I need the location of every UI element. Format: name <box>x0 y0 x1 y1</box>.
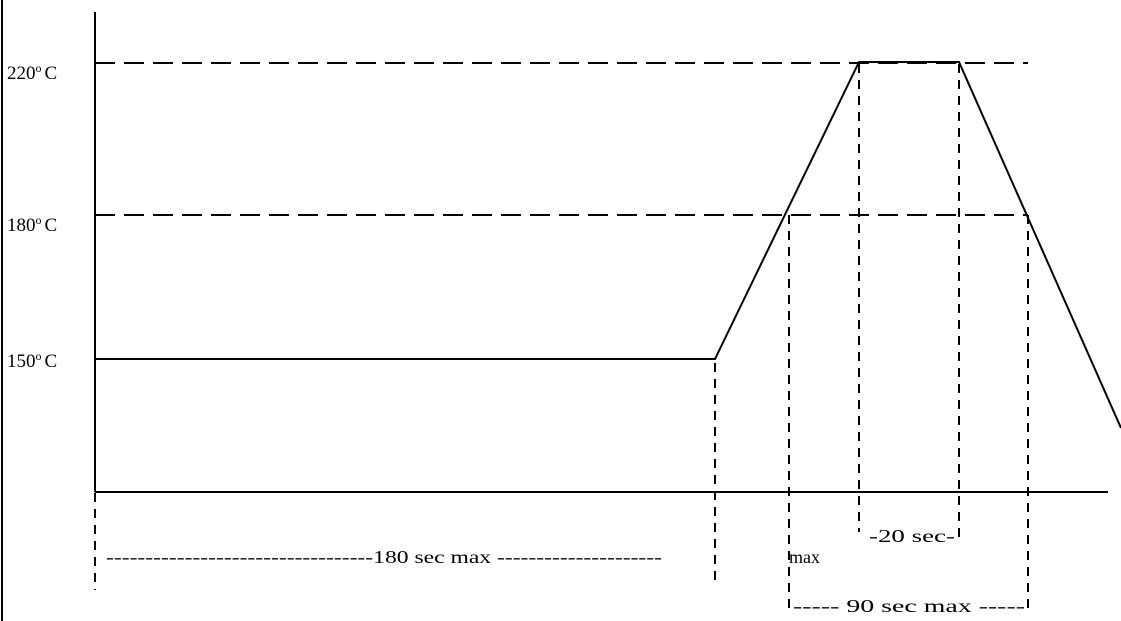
y-label-150-value: 150 <box>7 351 36 372</box>
y-label-220: 220o C <box>7 61 57 84</box>
degree-mark: o <box>36 349 42 363</box>
preheat-duration-label: ----------------------------------180 se… <box>106 547 662 567</box>
ramp-max-label: max <box>789 547 820 567</box>
degree-mark: o <box>36 213 42 227</box>
y-label-180: 180o C <box>7 213 57 236</box>
peak-duration-label: -20 sec- <box>869 526 955 546</box>
temperature-profile-line <box>95 61 1121 429</box>
y-label-180-value: 180 <box>7 215 36 236</box>
unit-label: C <box>45 351 58 372</box>
y-label-150: 150o C <box>7 349 57 372</box>
y-label-220-value: 220 <box>7 63 36 84</box>
degree-mark: o <box>36 61 42 75</box>
unit-label: C <box>45 63 58 84</box>
unit-label: C <box>45 215 58 236</box>
liquidus-duration-label: ----- 90 sec max ----- <box>793 596 1025 616</box>
